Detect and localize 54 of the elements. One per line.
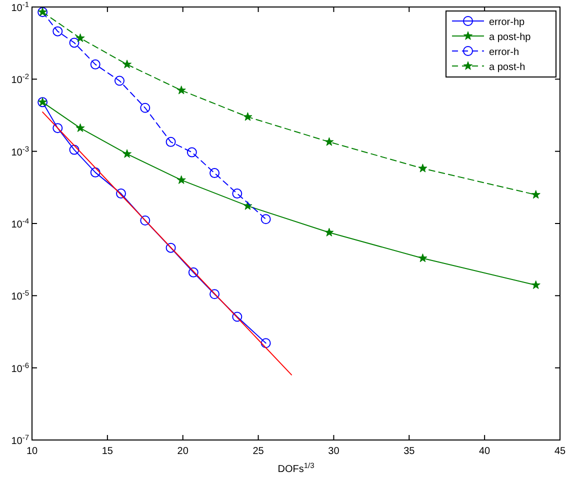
point — [324, 137, 334, 146]
point — [90, 59, 100, 70]
x-tick-label: 35 — [404, 446, 416, 457]
point — [114, 76, 124, 86]
legend-label: a post-hp — [489, 32, 532, 43]
point — [531, 280, 540, 290]
point — [122, 149, 132, 158]
x-tick-label: 40 — [479, 446, 491, 457]
point — [260, 338, 271, 348]
y-tick-label: 10$^{-1}$ — [11, 0, 29, 14]
y-tick-label: 10$^{-6}$ — [11, 360, 29, 375]
point — [122, 60, 132, 68]
legend-label: error-h — [489, 47, 520, 58]
point — [176, 175, 186, 184]
point — [176, 86, 186, 94]
legend-label: a post-h — [489, 62, 526, 73]
y-tick-label: 10$^{-2}$ — [11, 72, 29, 86]
y-tick-label: 10$^{-7}$ — [11, 432, 29, 447]
point — [210, 289, 220, 300]
point — [140, 102, 150, 113]
point — [69, 144, 80, 155]
point — [324, 228, 334, 236]
x-tick-label: 45 — [554, 446, 566, 457]
point — [243, 201, 252, 210]
x-tick-label: 10 — [26, 446, 38, 457]
x-tick-label: 30 — [328, 446, 340, 457]
point — [188, 267, 198, 278]
point — [531, 190, 540, 199]
point — [418, 164, 428, 172]
point — [260, 214, 271, 224]
point — [166, 242, 176, 253]
point — [243, 112, 252, 121]
point — [52, 26, 63, 36]
x-tick-label: 15 — [102, 446, 114, 457]
point — [52, 123, 63, 134]
legend-label: error-hp — [489, 17, 526, 28]
point — [232, 312, 242, 322]
point — [76, 33, 85, 42]
point — [69, 38, 80, 48]
x-tick-label: 20 — [177, 446, 189, 457]
point — [210, 168, 220, 178]
point — [140, 216, 150, 226]
point — [166, 136, 176, 147]
x-tick-label: 25 — [252, 446, 264, 457]
point — [232, 188, 242, 199]
point — [186, 147, 197, 158]
point — [90, 167, 100, 178]
point — [76, 123, 85, 132]
y-tick-label: 10$^{-3}$ — [11, 144, 29, 158]
point — [116, 188, 126, 199]
y-tick-label: 10$^{-4}$ — [11, 216, 29, 230]
y-tick-label: 10$^{-5}$ — [11, 288, 29, 303]
x-axis-title: DOFs$^{1/3}$ — [278, 460, 314, 475]
point — [418, 253, 428, 262]
